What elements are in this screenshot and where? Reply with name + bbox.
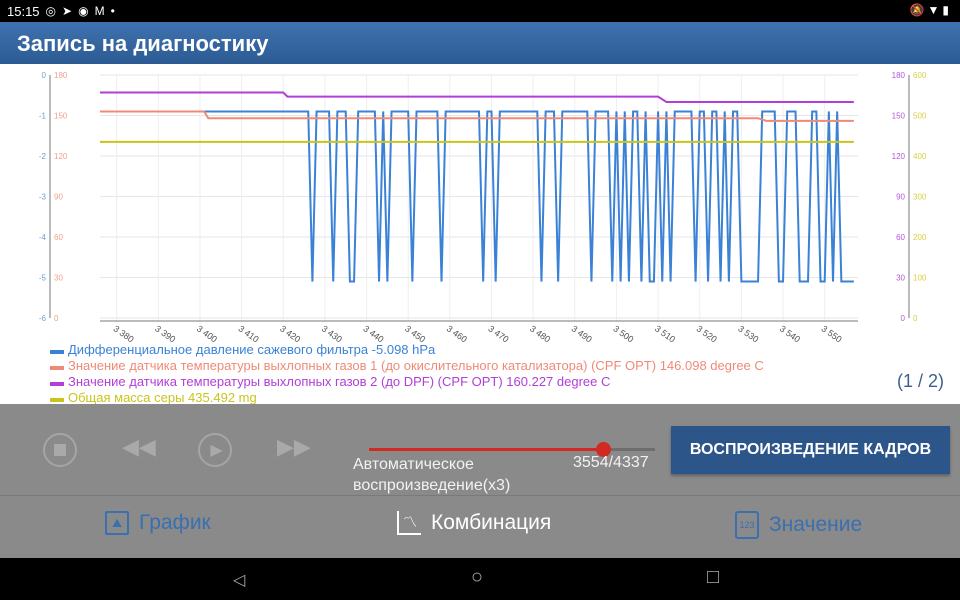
tab-label: График — [139, 511, 211, 534]
rewind-button[interactable]: ◀◀ — [122, 434, 156, 460]
tab-label: Комбинация — [431, 511, 552, 534]
y-tick-label: -5 — [39, 274, 47, 283]
x-tick-label: 3 550 — [820, 323, 844, 344]
legend-item: Общая масса серы 435.492 mg — [50, 390, 764, 406]
y-tick-label: 200 — [913, 233, 927, 242]
fast-forward-icon: ▶▶ — [277, 434, 311, 459]
legend-label: Дифференциальное давление сажевого фильт… — [68, 342, 436, 357]
y-tick-label: 180 — [892, 71, 906, 80]
frame-counter: 3554/4337 — [573, 454, 649, 471]
auto-play-label: Автоматическое воспроизведение(x3) — [353, 456, 511, 494]
clock: 15:15 — [7, 3, 40, 19]
messenger-icon: ◉ — [78, 4, 89, 18]
play-frames-button[interactable]: ВОСПРОИЗВЕДЕНИЕ КАДРОВ — [671, 426, 950, 474]
y-tick-label: 0 — [901, 314, 906, 323]
y-tick-label: 0 — [54, 314, 59, 323]
legend-item: Значение датчика температуры выхлопных г… — [50, 374, 764, 390]
chart-area: 3 380 3 390 3 400 3 410 3 420 3 430 3 440 3 450… — [0, 64, 960, 404]
battery-icon: ▮ — [942, 3, 952, 17]
y-tick-label: 100 — [913, 274, 927, 283]
mute-icon: 🔕 — [909, 3, 928, 17]
stop-button[interactable] — [43, 433, 77, 467]
y-tick-label: 400 — [913, 152, 927, 161]
legend-label: Значение датчика температуры выхлопных г… — [68, 358, 764, 373]
dot-icon: • — [110, 4, 115, 18]
y-tick-label: -1 — [39, 112, 47, 121]
page-title: Запись на диагностику — [0, 22, 960, 64]
y-tick-label: 60 — [54, 233, 63, 242]
legend-item: Дифференциальное давление сажевого фильт… — [50, 342, 764, 358]
combined-chart: 3 380 3 390 3 400 3 410 3 420 3 430 3 440 3 450… — [39, 71, 927, 345]
legend: Дифференциальное давление сажевого фильт… — [50, 342, 764, 406]
series-line — [100, 91, 854, 103]
progress-slider[interactable] — [369, 442, 655, 457]
y-tick-label: 120 — [892, 152, 906, 161]
legend-label: Общая масса серы 435.492 mg — [68, 390, 257, 405]
number-file-icon: 123 — [735, 511, 759, 539]
telegram-icon: ➤ — [62, 4, 73, 18]
y-tick-label: 120 — [54, 152, 68, 161]
stop-icon — [54, 444, 66, 456]
slider-handle[interactable] — [596, 442, 612, 457]
recent-apps-button[interactable]: □ — [707, 566, 720, 588]
image-icon: ⛰ — [105, 511, 129, 535]
play-button[interactable]: ▶ — [198, 433, 232, 467]
y-tick-label: 0 — [913, 314, 918, 323]
y-tick-label: 600 — [913, 71, 927, 80]
series-line — [100, 110, 854, 122]
gmail-icon: M — [94, 4, 105, 18]
y-tick-label: 300 — [913, 193, 927, 202]
y-tick-label: 90 — [54, 193, 63, 202]
progress-fill — [369, 448, 604, 451]
line-chart-icon: 〽 — [397, 511, 421, 535]
fast-forward-button[interactable]: ▶▶ — [277, 434, 311, 460]
tab-combination[interactable]: 〽 Комбинация — [397, 511, 551, 535]
y-tick-label: 150 — [892, 112, 906, 121]
rewind-icon: ◀◀ — [122, 434, 156, 459]
legend-item: Значение датчика температуры выхлопных г… — [50, 358, 764, 374]
status-bar: 15:15 ◎ ➤ ◉ M • 🔕▼▮ — [0, 0, 960, 22]
y-tick-label: 0 — [42, 71, 47, 80]
navigation-bar: ◁ ○ □ — [0, 558, 960, 600]
wifi-icon: ▼ — [927, 3, 943, 17]
tab-label: Значение — [769, 513, 863, 536]
legend-swatch — [50, 397, 64, 402]
y-tick-label: 150 — [54, 112, 68, 121]
y-tick-label: -4 — [39, 233, 47, 242]
legend-label: Значение датчика температуры выхлопных г… — [68, 374, 611, 389]
y-tick-label: 60 — [896, 233, 905, 242]
tab-graph[interactable]: ⛰ График — [105, 511, 211, 535]
bottom-tabs: ⛰ График 〽 Комбинация 123 Значение — [0, 496, 960, 558]
back-button[interactable]: ◁ — [233, 572, 246, 589]
y-tick-label: 30 — [54, 274, 63, 283]
series-line — [100, 110, 854, 283]
y-tick-label: 30 — [896, 274, 905, 283]
y-tick-label: 180 — [54, 71, 68, 80]
legend-swatch — [50, 349, 64, 354]
y-tick-label: 500 — [913, 112, 927, 121]
y-tick-label: -6 — [39, 314, 47, 323]
page-indicator[interactable]: (1 / 2) — [896, 371, 944, 391]
y-tick-label: -3 — [39, 193, 47, 202]
y-tick-label: 90 — [896, 193, 905, 202]
playback-controls: ◀◀ ▶ ▶▶ Автоматическое воспроизведение(x… — [0, 404, 960, 496]
home-button[interactable]: ○ — [471, 566, 484, 588]
y-tick-label: -2 — [39, 152, 47, 161]
play-icon: ▶ — [210, 442, 223, 459]
whatsapp-icon: ◎ — [45, 4, 57, 18]
legend-swatch — [50, 381, 64, 386]
tab-value[interactable]: 123 Значение — [735, 511, 862, 539]
legend-swatch — [50, 365, 64, 370]
x-tick-label: 3 540 — [778, 323, 802, 344]
